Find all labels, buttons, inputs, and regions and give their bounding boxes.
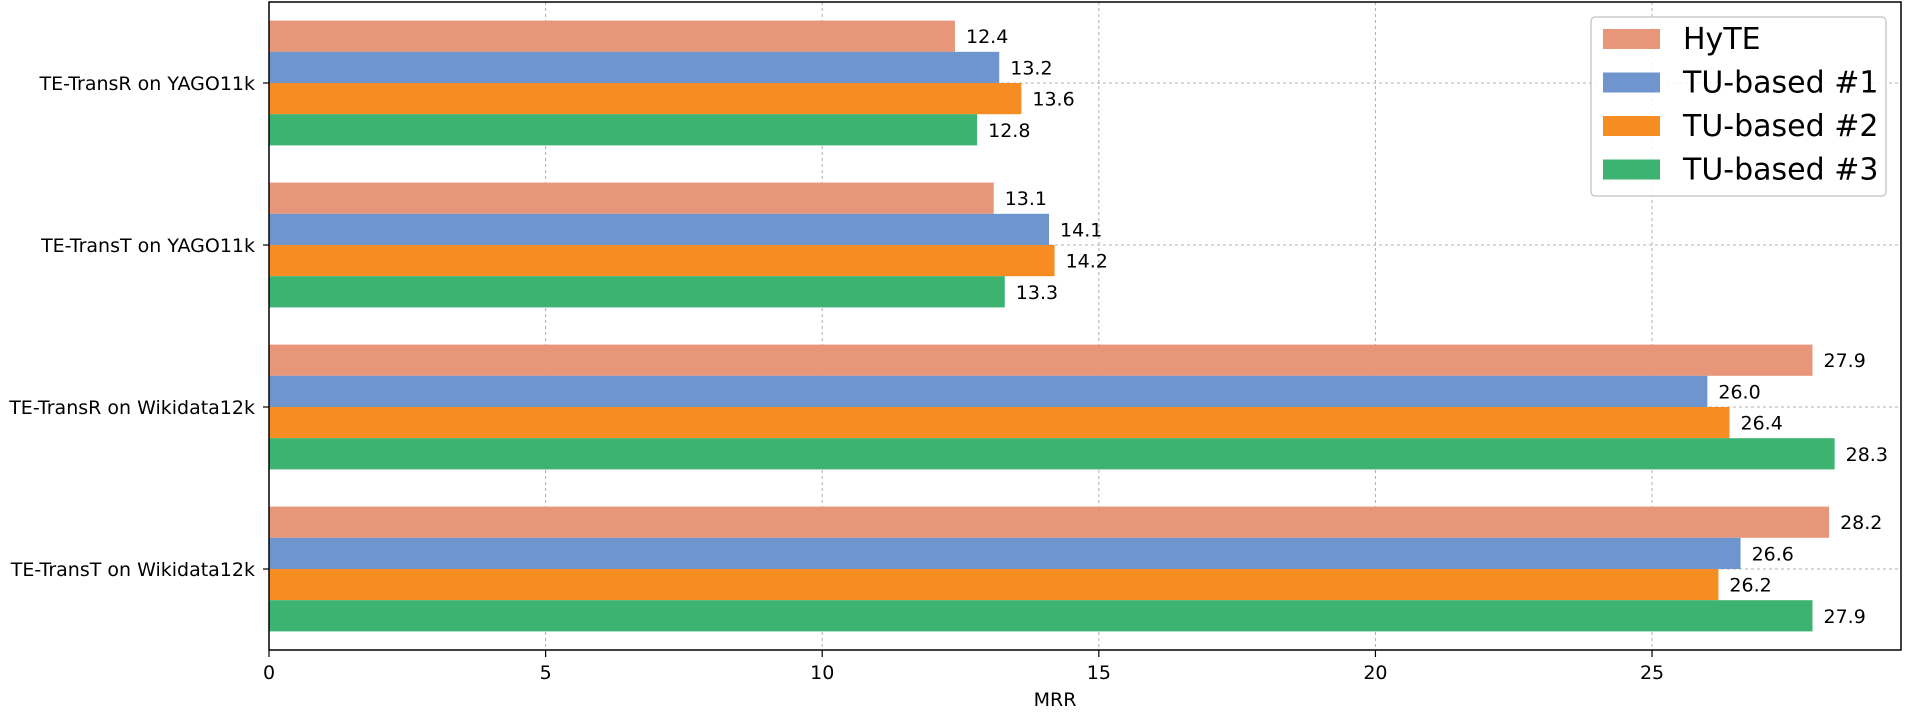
- x-axis-title: MRR: [1034, 689, 1077, 711]
- bar-value-label: 13.1: [1005, 188, 1047, 210]
- x-tick-label: 25: [1640, 662, 1664, 684]
- bar-value-label: 27.9: [1823, 606, 1865, 628]
- bar: [269, 276, 1005, 308]
- bar-value-label: 12.4: [966, 26, 1008, 48]
- x-tick-label: 10: [810, 662, 834, 684]
- legend-swatch: [1603, 159, 1660, 180]
- bar: [269, 51, 1000, 83]
- bar: [269, 182, 994, 214]
- x-tick-label: 15: [1087, 662, 1111, 684]
- bar-value-label: 27.9: [1823, 350, 1865, 372]
- legend-label: HyTE: [1683, 22, 1761, 57]
- bar-value-label: 13.2: [1010, 57, 1052, 79]
- bar: [269, 506, 1830, 538]
- legend-swatch: [1603, 72, 1660, 93]
- x-tick-label: 0: [263, 662, 275, 684]
- category-label: TE-TransT on Wikidata12k: [10, 559, 255, 581]
- bar-value-label: 14.1: [1060, 219, 1102, 241]
- legend-box: [1590, 16, 1887, 197]
- bar-value-label: 26.4: [1741, 413, 1783, 435]
- category-label: TE-TransR on Wikidata12k: [8, 397, 255, 419]
- bar: [269, 438, 1835, 470]
- legend-label: TU-based #2: [1682, 109, 1878, 144]
- bar-value-label: 26.0: [1718, 381, 1760, 403]
- bar: [269, 375, 1708, 407]
- legend-swatch: [1603, 29, 1660, 49]
- bar: [269, 83, 1022, 115]
- plot-frame: [268, 1, 1902, 651]
- bar: [269, 20, 955, 52]
- bar-value-label: 14.2: [1066, 251, 1108, 273]
- legend-swatch: [1603, 116, 1660, 136]
- bar: [269, 600, 1813, 632]
- bar: [269, 569, 1719, 601]
- x-tick-label: 5: [540, 662, 552, 684]
- bar-value-label: 26.6: [1752, 543, 1794, 565]
- bar: [269, 114, 978, 146]
- bar-value-label: 28.3: [1846, 444, 1888, 466]
- bar-value-label: 13.6: [1032, 89, 1074, 111]
- bar: [269, 213, 1050, 245]
- bar-value-label: 13.3: [1016, 282, 1058, 304]
- category-label: TE-TransR on YAGO11k: [38, 73, 255, 95]
- legend-label: TU-based #1: [1682, 66, 1878, 101]
- x-tick-label: 20: [1363, 662, 1387, 684]
- bar-value-label: 26.2: [1729, 575, 1771, 597]
- bar: [269, 537, 1741, 569]
- bar: [269, 407, 1730, 439]
- legend-label: TU-based #3: [1682, 153, 1878, 188]
- bar-value-label: 12.8: [988, 120, 1030, 142]
- bar: [269, 344, 1813, 376]
- bar-value-label: 28.2: [1840, 512, 1882, 534]
- bar: [269, 245, 1055, 277]
- category-label: TE-TransT on YAGO11k: [40, 235, 255, 257]
